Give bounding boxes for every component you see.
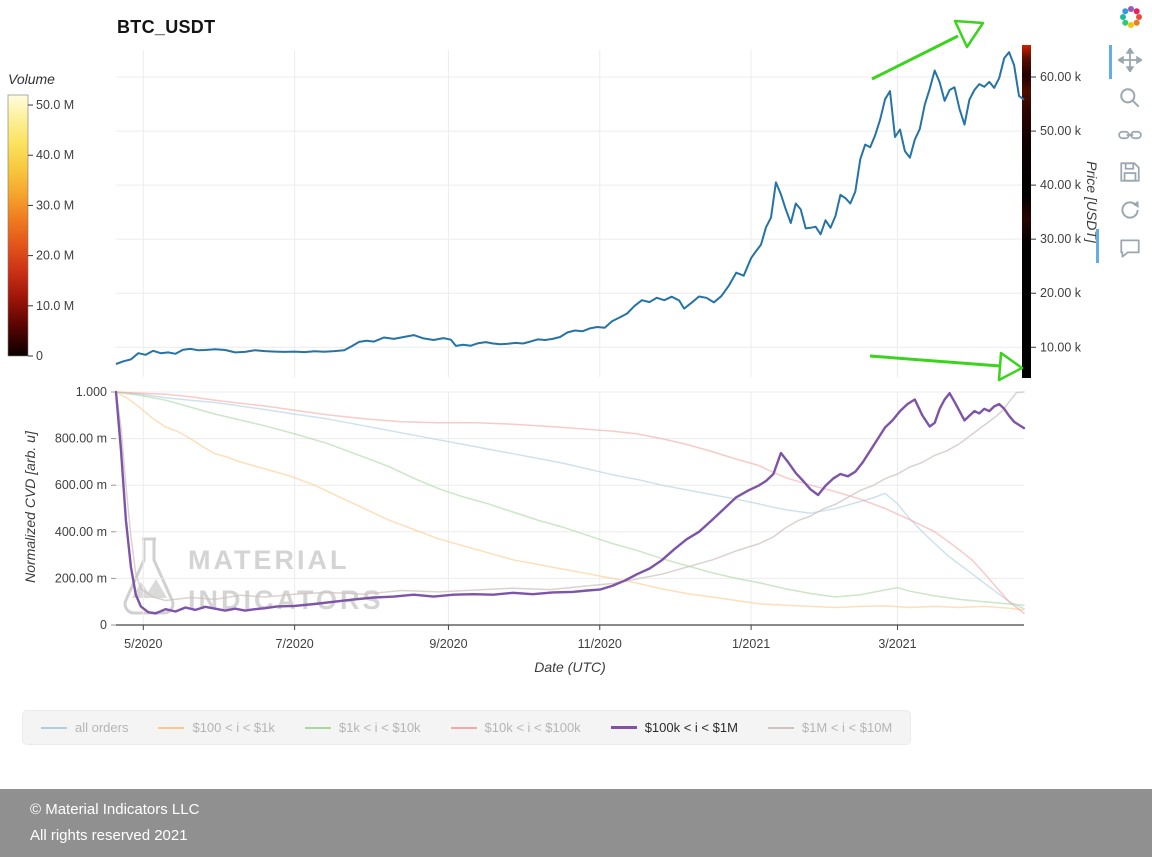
legend-swatch: [158, 726, 185, 729]
colorbar-tick-label: 20.0 M: [36, 249, 74, 263]
footer-copyright: © Material Indicators LLC: [30, 801, 200, 818]
x-tick-label: 7/2020: [276, 637, 314, 651]
cvd-tick-label: 200.00 m: [55, 571, 107, 585]
legend-label: $100k < i < $1M: [644, 720, 738, 735]
x-axis-title: Date (UTC): [534, 659, 606, 675]
legend-swatch: [41, 726, 67, 729]
plotly-logo-icon[interactable]: [1118, 4, 1144, 30]
axis-accent-bar: [1096, 229, 1099, 263]
x-tick-label: 11/2020: [578, 637, 622, 651]
cvd-tick-label: 1.000: [76, 385, 107, 399]
legend: all orders $100 < i < $1k $1k < i < $10k $1…: [22, 710, 912, 745]
legend-label: $1k < i < $10k: [338, 720, 421, 735]
colorbar-tick-label: 40.0 M: [36, 148, 74, 162]
x-tick-label: 3/2021: [878, 637, 916, 651]
downtrend-arrow: [869, 354, 1001, 368]
x-tick-label: 5/2020: [124, 637, 162, 651]
downtrend-arrow-head: [997, 351, 1024, 382]
zoom-icon[interactable]: [1118, 86, 1144, 112]
legend-swatch: [767, 726, 794, 729]
price-tick-label: 60.00 k: [1040, 70, 1082, 84]
volume-colorbar: [7, 94, 29, 357]
cvd-line[interactable]: [115, 391, 1025, 606]
cvd-line[interactable]: [114, 390, 1026, 615]
legend-item-5[interactable]: $1M < i < $10M: [767, 720, 893, 735]
price-tick-label: 20.00 k: [1040, 286, 1082, 300]
legend-swatch: [450, 726, 477, 729]
legend-item-4[interactable]: $100k < i < $1M: [610, 720, 738, 735]
pan-icon[interactable]: [1116, 46, 1144, 74]
footer-rights: All rights reserved 2021: [30, 827, 188, 844]
page-title: BTC_USDT: [117, 17, 216, 37]
legend-swatch: [610, 726, 637, 729]
footer: © Material Indicators LLC All rights res…: [0, 789, 1152, 857]
legend-item-2[interactable]: $1k < i < $10k: [304, 720, 421, 735]
legend-label: $100 < i < $1k: [192, 720, 275, 735]
colorbar-tick-label: 30.0 M: [36, 198, 74, 212]
link-axes-icon[interactable]: [1118, 123, 1144, 149]
legend-item-1[interactable]: $100 < i < $1k: [158, 720, 275, 735]
colorbar-tick-label: 50.0 M: [36, 98, 74, 112]
uptrend-arrow-head: [953, 19, 985, 49]
x-tick-label: 9/2020: [429, 637, 467, 651]
price-line[interactable]: [115, 51, 1025, 365]
colorbar-tick-label: 10.0 M: [36, 299, 74, 313]
flask-logo-icon: [118, 534, 180, 625]
reset-icon[interactable]: [1118, 198, 1144, 224]
cvd-line[interactable]: [115, 391, 1025, 602]
toolbar: [1108, 0, 1152, 280]
price-tick-label: 30.00 k: [1040, 232, 1082, 246]
cvd-tick-label: 400.00 m: [55, 525, 107, 539]
legend-label: $1M < i < $10M: [801, 720, 893, 735]
volume-profile-strip: [1022, 45, 1031, 378]
watermark-line1: MATERIAL: [188, 544, 350, 575]
legend-label: all orders: [75, 720, 129, 735]
cvd-line[interactable]: [115, 391, 1025, 611]
price-tick-label: 40.00 k: [1040, 178, 1082, 192]
price-tick-label: 50.00 k: [1040, 124, 1082, 138]
save-icon[interactable]: [1118, 160, 1144, 186]
legend-item-3[interactable]: $10k < i < $100k: [450, 720, 581, 735]
legend-item-0[interactable]: all orders: [41, 720, 128, 735]
comment-icon[interactable]: [1118, 236, 1144, 262]
legend-label: $10k < i < $100k: [484, 720, 581, 735]
cvd-tick-label: 800.00 m: [55, 432, 107, 446]
legend-swatch: [304, 726, 331, 729]
uptrend-arrow: [871, 34, 959, 81]
cvd-tick-label: 600.00 m: [55, 478, 107, 492]
x-tick-label: 1/2021: [732, 637, 770, 651]
cvd-axis-title: Normalized CVD [arb. u]: [22, 431, 38, 583]
cvd-tick-label: 0: [100, 618, 107, 632]
colorbar-title: Volume: [8, 71, 55, 87]
cvd-line[interactable]: [115, 391, 1025, 615]
colorbar-tick-label: 0: [36, 349, 43, 363]
modebar-accent-bar: [1109, 45, 1112, 79]
cvd-line[interactable]: [115, 391, 1025, 610]
price-tick-label: 10.00 k: [1040, 340, 1082, 354]
